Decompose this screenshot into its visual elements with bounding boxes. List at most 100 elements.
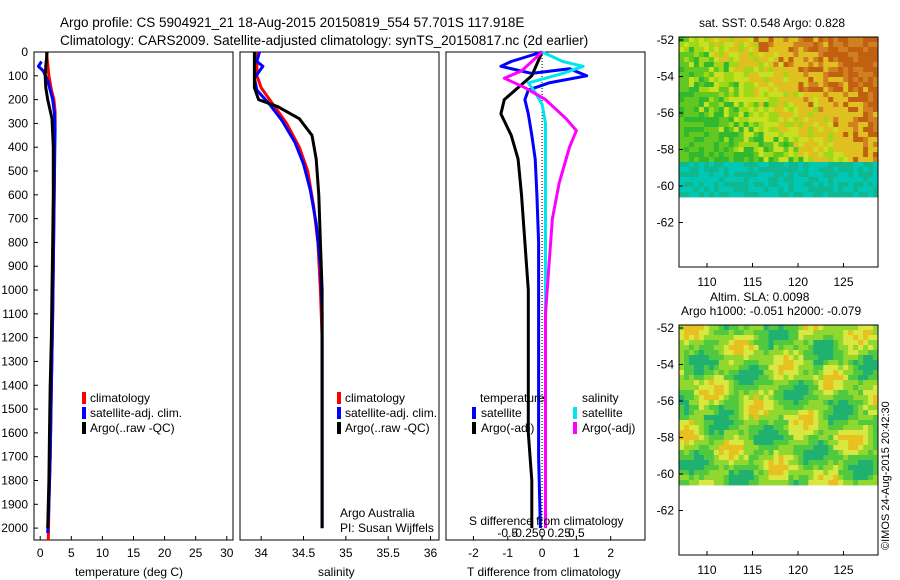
sla-cell — [728, 390, 735, 396]
sst-cell — [853, 177, 859, 183]
sst-cell — [848, 77, 854, 83]
sst-cell — [848, 47, 854, 53]
sst-cell — [748, 42, 755, 48]
sst-cell — [803, 102, 809, 108]
sla-cell — [723, 450, 730, 456]
sst-cell — [863, 127, 869, 133]
sst-cell — [788, 112, 794, 118]
sla-cell — [828, 325, 834, 331]
sla-cell — [783, 415, 789, 421]
sst-cell — [833, 162, 839, 168]
sla-cell — [679, 415, 685, 421]
sla-cell — [693, 470, 700, 476]
sst-cell — [778, 167, 784, 173]
sla-cell — [823, 470, 829, 476]
sst-cell — [843, 157, 849, 163]
sst-cell — [843, 147, 849, 153]
sla-cell — [743, 365, 750, 371]
sla-cell — [813, 450, 819, 456]
sst-cell — [843, 152, 849, 158]
sla-cell — [773, 420, 779, 426]
sla-cell — [748, 360, 755, 366]
sla-cell — [693, 420, 700, 426]
sst-cell — [728, 122, 735, 128]
sla-cell — [743, 475, 750, 481]
sst-cell — [863, 132, 869, 138]
sla-cell — [758, 480, 764, 486]
sla-map-title-2: Argo h1000: -0.051 h2000: -0.079 — [681, 304, 861, 318]
sla-cell — [853, 415, 859, 421]
sst-cell — [743, 82, 750, 88]
sla-cell — [703, 445, 710, 451]
sla-cell — [813, 365, 819, 371]
sla-cell — [748, 380, 755, 386]
sst-cell — [798, 72, 804, 78]
sla-cell — [723, 415, 730, 421]
sla-cell — [873, 405, 879, 411]
sst-cell — [763, 127, 769, 133]
sst-cell — [778, 142, 784, 148]
sst-cell — [783, 82, 789, 88]
sla-cell — [723, 385, 730, 391]
sst-cell — [788, 182, 794, 188]
sla-cell — [718, 350, 725, 356]
sla-cell — [728, 410, 735, 416]
sla-cell — [793, 350, 799, 356]
sst-cell — [723, 52, 730, 58]
sst-cell — [863, 182, 869, 188]
sla-cell — [763, 470, 769, 476]
sla-cell — [818, 415, 824, 421]
sla-cell — [718, 345, 725, 351]
sst-cell — [848, 122, 854, 128]
sla-cell — [698, 360, 705, 366]
sla-cell — [853, 420, 859, 426]
sst-cell — [803, 147, 809, 153]
sla-cell — [679, 330, 685, 336]
sla-cell — [803, 365, 809, 371]
sla-cell — [778, 475, 784, 481]
sla-cell — [833, 340, 839, 346]
lat-tick-label: -62 — [657, 216, 675, 230]
sla-cell — [768, 440, 774, 446]
sst-cell — [818, 97, 824, 103]
sst-cell — [758, 57, 764, 63]
sst-cell — [679, 157, 685, 163]
sst-cell — [688, 137, 695, 143]
sla-cell — [828, 390, 834, 396]
sla-cell — [833, 430, 839, 436]
sla-cell — [718, 445, 725, 451]
sla-cell — [683, 325, 690, 331]
sla-cell — [783, 475, 789, 481]
sst-cell — [853, 77, 859, 83]
sla-cell — [713, 355, 720, 361]
sla-cell — [798, 420, 804, 426]
sst-cell — [868, 47, 874, 53]
sla-cell — [848, 360, 854, 366]
sst-cell — [873, 107, 879, 113]
sst-cell — [773, 107, 779, 113]
sst-cell — [698, 77, 705, 83]
sla-cell — [788, 350, 794, 356]
sst-cell — [708, 42, 715, 48]
sst-cell — [813, 147, 819, 153]
sst-cell — [788, 122, 794, 128]
sst-cell — [768, 127, 774, 133]
sla-cell — [748, 415, 755, 421]
sla-cell — [823, 480, 829, 486]
sla-cell — [838, 385, 844, 391]
sla-cell — [758, 385, 764, 391]
sst-cell — [848, 87, 854, 93]
lat-tick-label: -58 — [657, 431, 675, 445]
sst-cell — [683, 67, 690, 73]
sla-cell — [828, 440, 834, 446]
sst-cell — [823, 187, 829, 193]
sla-cell — [843, 340, 849, 346]
sla-cell — [833, 380, 839, 386]
sst-cell — [713, 167, 720, 173]
sla-cell — [823, 395, 829, 401]
temperature-panel: 0100200300400500600700800900100011001200… — [1, 45, 233, 579]
legend-title-temperature: temperature — [480, 391, 545, 405]
sla-cell — [713, 390, 720, 396]
sst-cell — [688, 62, 695, 68]
temperature-legend: climatology satellite-adj. clim. Argo(..… — [82, 391, 182, 435]
